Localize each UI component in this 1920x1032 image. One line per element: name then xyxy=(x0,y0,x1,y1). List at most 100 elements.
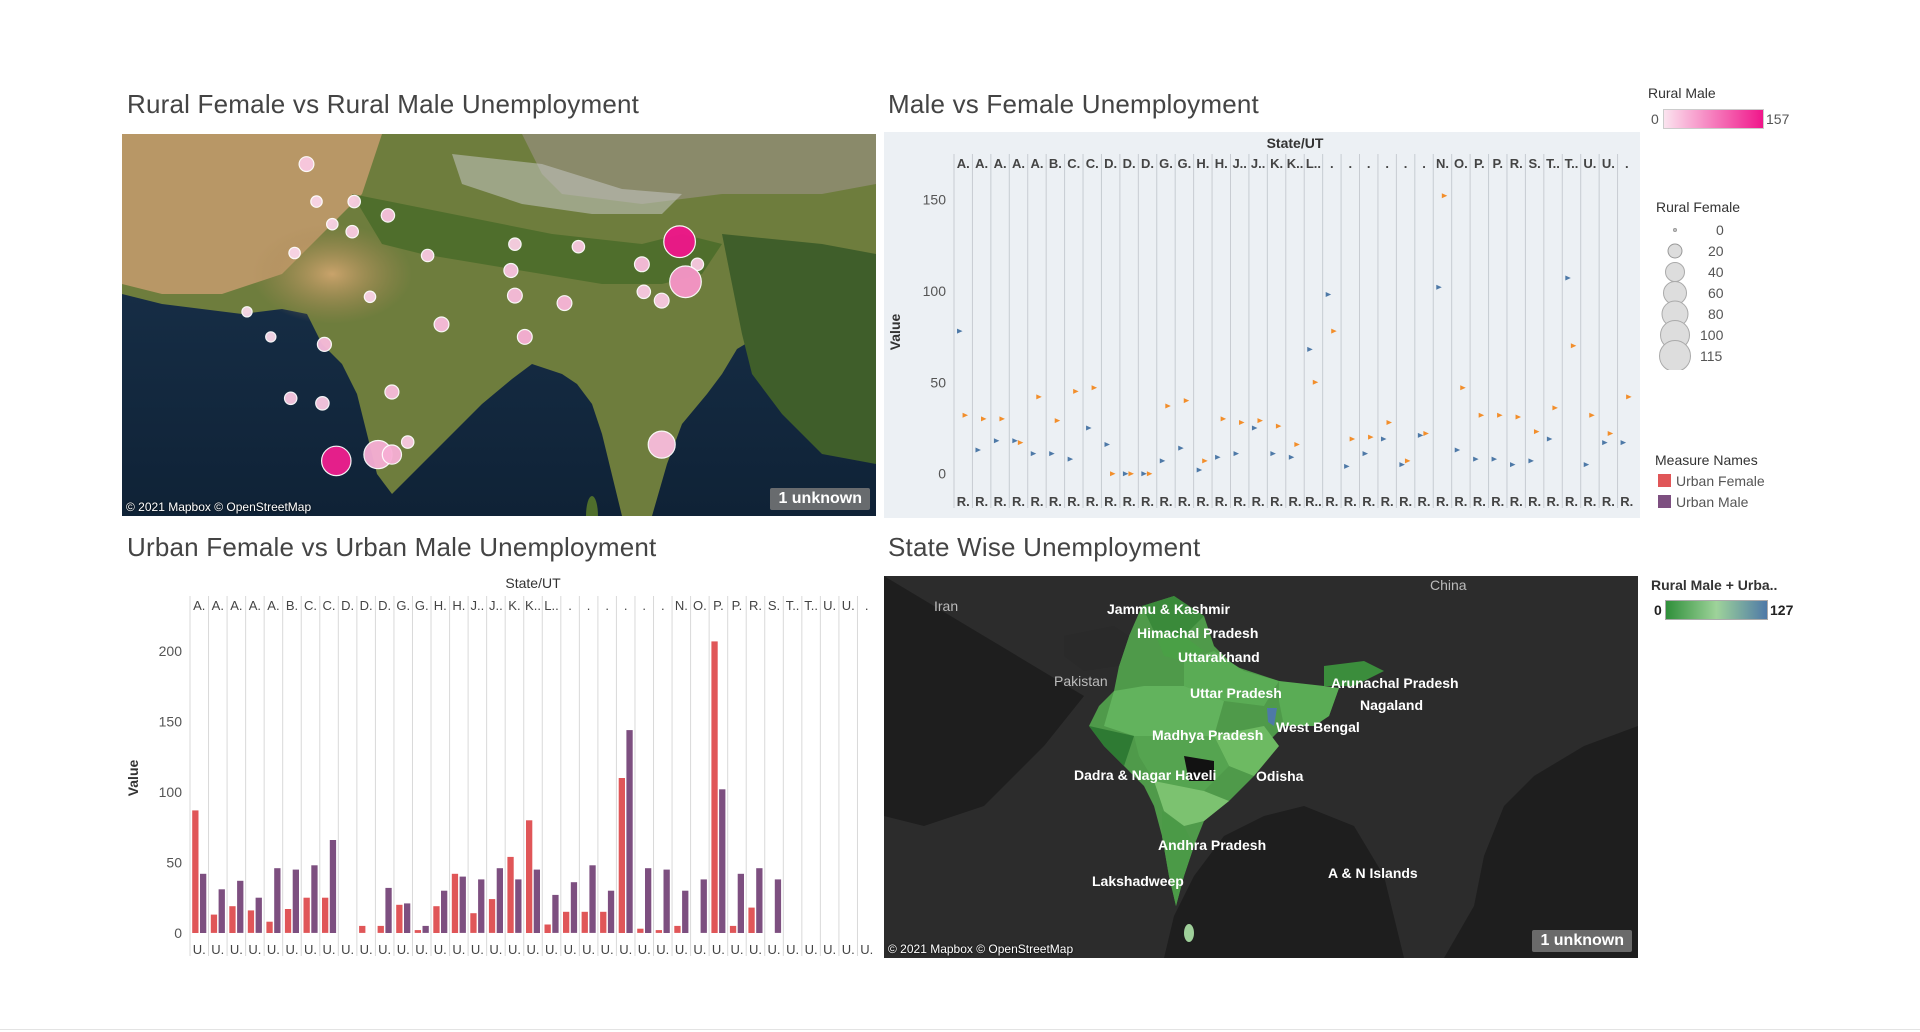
rural-bubble[interactable] xyxy=(241,306,253,318)
rural-male-mark xyxy=(1515,414,1522,420)
column-bottom-label: R. xyxy=(1012,494,1025,509)
rural-male-mark xyxy=(1257,418,1263,424)
rural-bubble[interactable] xyxy=(283,391,298,406)
map1-unknown-badge[interactable]: 1 unknown xyxy=(770,488,870,510)
rural-bubble[interactable] xyxy=(690,257,705,272)
rural-bubble[interactable] xyxy=(265,331,277,343)
rural-bubble[interactable] xyxy=(433,316,450,333)
y-tick-label: 100 xyxy=(923,283,947,299)
state-label: West Bengal xyxy=(1276,719,1360,735)
rural-bubble[interactable] xyxy=(669,265,702,299)
state-choropleth-map[interactable]: Iran Pakistan China Jammu & Kashmir Himac… xyxy=(884,576,1638,958)
rural-bubble[interactable] xyxy=(663,225,696,259)
plot-area xyxy=(954,172,1636,492)
rural-bubble[interactable] xyxy=(516,328,533,345)
state-gujarat[interactable] xyxy=(1089,726,1134,766)
mvf-chart[interactable]: State/UT A. R. A. R. A. R. A. R. A. R. B. R. C. R. C. R.… xyxy=(884,132,1640,518)
legend-state-gradient xyxy=(1665,600,1768,620)
rural-bubble[interactable] xyxy=(636,284,652,300)
state-up[interactable] xyxy=(1184,651,1279,706)
rural-bubble[interactable] xyxy=(571,239,586,254)
state-jk[interactable] xyxy=(1142,596,1204,636)
map1-credit[interactable]: © 2021 Mapbox © OpenStreetMap xyxy=(126,500,312,514)
state-label: Arunachal Pradesh xyxy=(1331,675,1459,691)
urban-chart[interactable]: State/UT A. U. A. U. A. U. A. U. A. U. B. U. C. U. C. U.… xyxy=(122,575,876,960)
legend-urban-female-label: Urban Female xyxy=(1676,473,1765,489)
column-bottom-label: U. xyxy=(248,942,261,957)
rural-female-mark xyxy=(1049,451,1055,457)
column-bottom-label: U. xyxy=(693,942,706,957)
rural-bubble[interactable] xyxy=(384,384,400,400)
column-bottom-label: R. xyxy=(1159,494,1172,509)
rural-bubble[interactable] xyxy=(363,290,377,304)
state-odisha[interactable] xyxy=(1214,726,1279,776)
state-south[interactable] xyxy=(1162,811,1194,906)
legend-rural-male-max: 157 xyxy=(1766,111,1790,127)
column-bottom-label: U. xyxy=(712,942,725,957)
column-bottom-label: R. xyxy=(1620,494,1633,509)
rural-bubble[interactable] xyxy=(347,194,361,209)
urban-male-bar xyxy=(200,873,207,933)
rural-bubble[interactable] xyxy=(506,287,523,304)
urban-male-bar xyxy=(515,879,522,933)
y-axis-label: Value xyxy=(887,314,903,351)
rural-male-mark xyxy=(1202,458,1208,464)
rural-bubble[interactable] xyxy=(310,195,323,208)
rural-bubble[interactable] xyxy=(380,208,396,223)
column-top-label: . xyxy=(1348,156,1352,171)
urban-male-bar xyxy=(459,876,466,933)
rural-bubble[interactable] xyxy=(633,256,650,273)
rural-bubble[interactable] xyxy=(556,295,573,312)
column-bottom-label: U. xyxy=(619,942,632,957)
rural-bubble[interactable] xyxy=(400,435,415,449)
rural-bubble[interactable] xyxy=(653,292,670,309)
state-hp[interactable] xyxy=(1154,631,1204,661)
column-top-label: H. xyxy=(434,598,447,613)
label-pakistan: Pakistan xyxy=(1054,673,1108,689)
state-northeast[interactable] xyxy=(1279,681,1339,726)
state-label: Jammu & Kashmir xyxy=(1107,601,1230,617)
column-top-label: C. xyxy=(323,598,336,613)
state-mp[interactable] xyxy=(1104,686,1224,746)
y-tick-label: 100 xyxy=(159,784,183,800)
urban-female-bar xyxy=(748,907,755,933)
rural-bubble[interactable] xyxy=(315,395,330,411)
rural-bubble-map[interactable]: © 2021 Mapbox © OpenStreetMap 1 unknown xyxy=(122,134,876,516)
rural-bubble[interactable] xyxy=(326,217,339,231)
column-top-label: O. xyxy=(693,598,707,613)
column-bottom-label: U. xyxy=(489,942,502,957)
rural-bubble[interactable] xyxy=(321,445,352,477)
column-bottom-label: U. xyxy=(786,942,799,957)
urban-male-bar xyxy=(552,894,559,933)
rural-bubble[interactable] xyxy=(345,224,359,239)
rural-bubble[interactable] xyxy=(381,444,403,465)
state-ap[interactable] xyxy=(1154,781,1229,826)
state-wb-highlight[interactable] xyxy=(1267,708,1277,726)
rural-male-mark xyxy=(1091,385,1098,391)
urban-male-bar xyxy=(441,890,448,933)
rural-male-mark xyxy=(1017,440,1024,446)
rural-female-mark xyxy=(1233,451,1240,457)
rural-bubble[interactable] xyxy=(508,237,522,251)
rural-bubble[interactable] xyxy=(647,430,676,459)
map2-unknown-badge[interactable]: 1 unknown xyxy=(1532,930,1632,952)
column-top-label: G. xyxy=(415,598,429,613)
state-arunachal[interactable] xyxy=(1324,661,1384,686)
rural-female-mark xyxy=(1141,471,1147,477)
rural-bubble[interactable] xyxy=(288,246,301,260)
rural-bubble[interactable] xyxy=(420,248,435,263)
column-top-label: . xyxy=(661,598,665,613)
rural-bubble[interactable] xyxy=(503,262,519,279)
footer-divider xyxy=(0,1029,1920,1030)
state-map-title: State Wise Unemployment xyxy=(888,532,1201,562)
himalaya-snow xyxy=(452,154,682,214)
state-label: Dadra & Nagar Haveli xyxy=(1074,767,1216,783)
column-bottom-label: R. xyxy=(1510,494,1523,509)
rural-male-mark xyxy=(1552,405,1558,411)
rural-bubble[interactable] xyxy=(298,156,315,173)
rural-bubbles[interactable] xyxy=(241,156,705,477)
column-bottom-label: U. xyxy=(378,942,391,957)
rural-bubble[interactable] xyxy=(316,336,332,352)
urban-male-bar xyxy=(663,869,670,933)
map2-credit[interactable]: © 2021 Mapbox © OpenStreetMap xyxy=(888,942,1074,956)
